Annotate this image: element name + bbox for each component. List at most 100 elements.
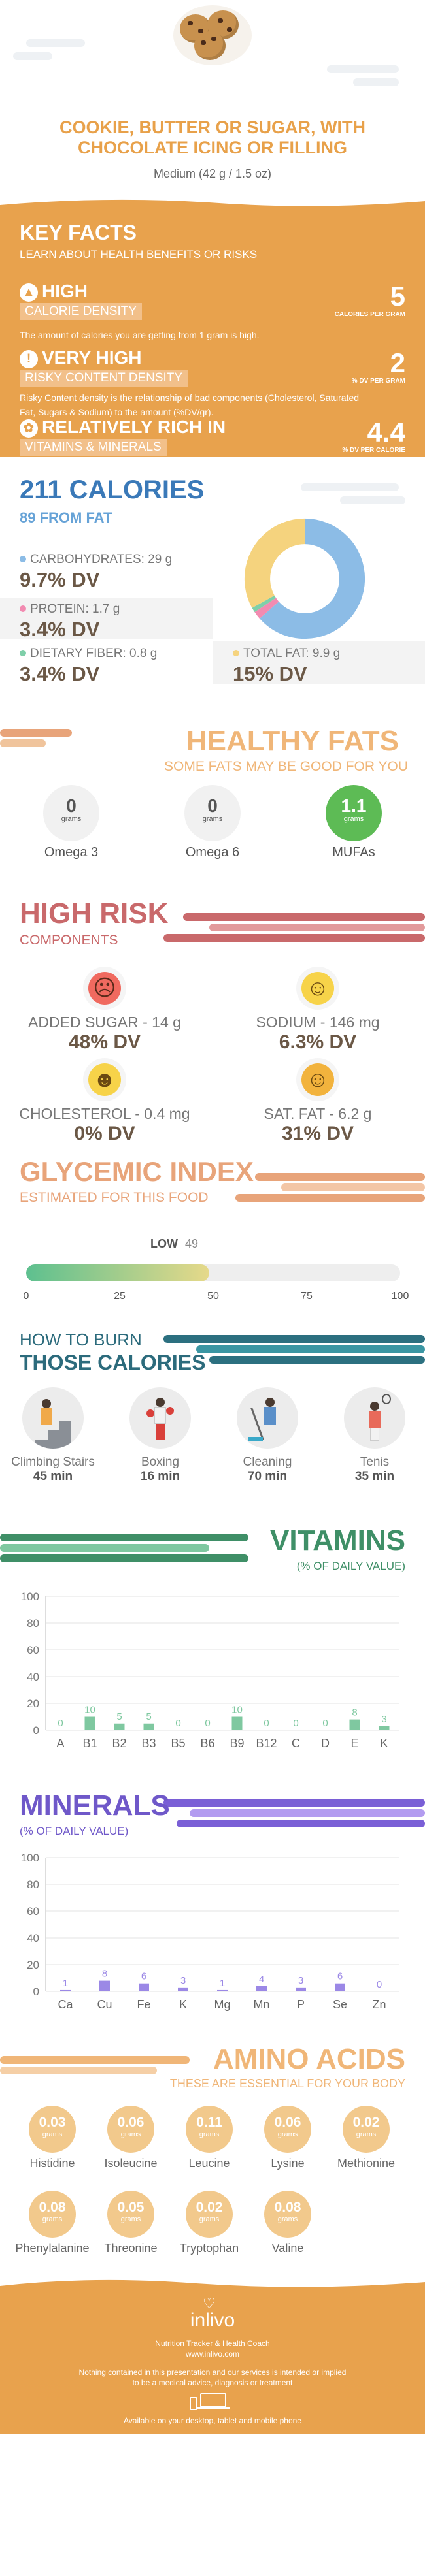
burn-calories-section: HOW TO BURN THOSE CALORIES Climbing Stai… [0,1322,425,1518]
vitamins-title: VITAMINS [270,1524,405,1556]
risk-sat-fat: ☺ SAT. FAT - 6.2 g 31% DV [220,1058,416,1143]
activity-climbing-stairs: Climbing Stairs 45 min [4,1387,102,1484]
tennis-icon [344,1387,405,1449]
amino-value: 0.06 [274,2115,301,2130]
carbohydrates-stat: CARBOHYDRATES: 29 g 9.7% DV [20,553,173,591]
mineral-value-label: 1 [220,1978,225,1989]
vitamin-bar [84,1716,95,1730]
fact-description: Risky Content density is the relationshi… [20,393,360,417]
fact-value: 4.4 [367,417,405,447]
mineral-bar [217,1989,228,1991]
burn-title-line1: HOW TO BURN [20,1330,142,1349]
vitamin-category-label: A [56,1737,64,1750]
smile-face-icon: ☺ [301,972,334,1005]
mineral-bar [178,1987,188,1991]
amino-value: 0.02 [352,2115,380,2130]
glycemic-gauge-fill [26,1264,210,1281]
high-risk-subtitle: COMPONENTS [20,933,118,948]
decor-bar [0,1554,248,1562]
vitamins-section: VITAMINS (% OF DAILY VALUE) 0 20 40 60 80 100… [0,1518,425,1786]
availability-note: Available on your desktop, tablet and mo… [124,2416,301,2425]
amino-value: 0.06 [117,2115,144,2130]
vitamins-subtitle: (% OF DAILY VALUE) [296,1560,405,1572]
activity-cleaning: Cleaning 70 min [218,1387,316,1484]
decor-bar [0,1544,209,1552]
brand-tagline: Nutrition Tracker & Health Coach [155,2339,270,2348]
amino-name: Methionine [337,2157,396,2170]
stairs-icon [22,1387,84,1449]
fact-unit: % DV PER GRAM [351,378,405,385]
y-tick-label: 20 [27,1698,39,1710]
key-facts-subtitle: LEARN ABOUT HEALTH BENEFITS OR RISKS [20,248,258,261]
vitamin-category-label: B12 [256,1737,277,1750]
amino-name: Isoleucine [104,2157,158,2170]
amino-unit: grams [120,2131,141,2138]
cleaning-icon [237,1387,298,1449]
glycemic-tick-label: 25 [114,1291,126,1302]
brand-url[interactable]: www.inlivo.com [185,2349,240,2359]
vitamin-value-label: 0 [264,1718,269,1729]
protein-dot [20,605,26,612]
decor-bar [196,1345,425,1353]
amino-value: 0.02 [196,2200,223,2215]
healthy-fats-section: HEALTHY FATS SOME FATS MAY BE GOOD FOR Y… [0,725,425,875]
cloud-decoration [13,52,52,60]
decor-bar [163,1335,425,1343]
amino-name: Histidine [29,2157,75,2170]
vitamin-value-label: 0 [205,1718,210,1729]
decor-bar [0,1534,248,1541]
minerals-title: MINERALS [20,1790,170,1822]
mineral-value-label: 6 [141,1971,146,1982]
amino-title: AMINO ACIDS [212,2043,405,2075]
amino-unit: grams [120,2215,141,2223]
wave-divider [0,196,425,206]
vitamin-value-label: 0 [293,1718,298,1729]
vitamin-value-label: 5 [116,1711,122,1722]
fact-value: 2 [390,347,405,378]
wave-divider [0,2276,425,2287]
vitamin-category-label: K [380,1737,388,1750]
amino-value: 0.05 [117,2200,144,2215]
sad-face-icon: ☹ [88,972,121,1005]
amino-name: Tryptophan [179,2242,239,2255]
amino-acid-methionine: 0.02 grams Methionine [327,2106,405,2170]
amino-unit: grams [199,2131,220,2138]
amino-unit: grams [277,2131,298,2138]
amino-subtitle: THESE ARE ESSENTIAL FOR YOUR BODY [169,2077,405,2090]
mineral-category-label: K [179,1998,187,2011]
mineral-category-label: Cu [97,1998,112,2011]
y-tick-label: 20 [27,1959,39,1971]
amino-acid-lysine: 0.06 grams Lysine [248,2106,327,2170]
vitamin-category-label: B5 [171,1737,185,1750]
fat-mufas: 1.1 grams MUFAs [305,785,403,860]
decor-bar [235,1194,425,1202]
fact-unit: CALORIES PER GRAM [334,311,405,318]
mineral-bar [60,1989,71,1991]
fact-level: HIGH [42,281,88,301]
y-tick-label: 60 [27,1905,39,1918]
high-risk-title: HIGH RISK [20,897,169,929]
fiber-stat: DIETARY FIBER: 0.8 g 3.4% DV [20,647,158,685]
mineral-bar [335,1983,345,1991]
risk-cholesterol: ☻ CHOLESTEROL - 0.4 mg 0% DV [7,1058,203,1143]
fact-vitamins-minerals: ✿ RELATIVELY RICH IN VITAMINS & MINERALS … [20,417,405,456]
amino-acid-threonine: 0.05 grams Threonine [92,2191,170,2255]
vitamin-category-label: C [292,1737,300,1750]
activity-boxing: Boxing 16 min [111,1387,209,1484]
fiber-dot [20,650,26,656]
burn-title-line2: THOSE CALORIES [20,1351,206,1374]
footer: ♡ inlivo Nutrition Tracker & Health Coac… [0,2276,425,2434]
activity-tennis: Tenis 35 min [326,1387,424,1484]
minerals-section: MINERALS (% OF DAILY VALUE) 0 20 40 60 80 100… [0,1786,425,2040]
glycemic-tick-label: 100 [391,1291,409,1302]
fat-slice [244,518,366,639]
mineral-bar [296,1987,306,1991]
key-facts-title: KEY FACTS [20,221,137,244]
risk-sodium: ☺ SODIUM - 146 mg 6.3% DV [220,967,416,1054]
macronutrient-donut-chart [244,518,366,639]
amino-value: 0.03 [39,2115,66,2130]
minerals-subtitle: (% OF DAILY VALUE) [20,1825,129,1837]
mineral-bar [99,1980,110,1991]
row-shade [0,598,213,639]
healthy-fats-title: HEALTHY FATS [186,725,399,757]
